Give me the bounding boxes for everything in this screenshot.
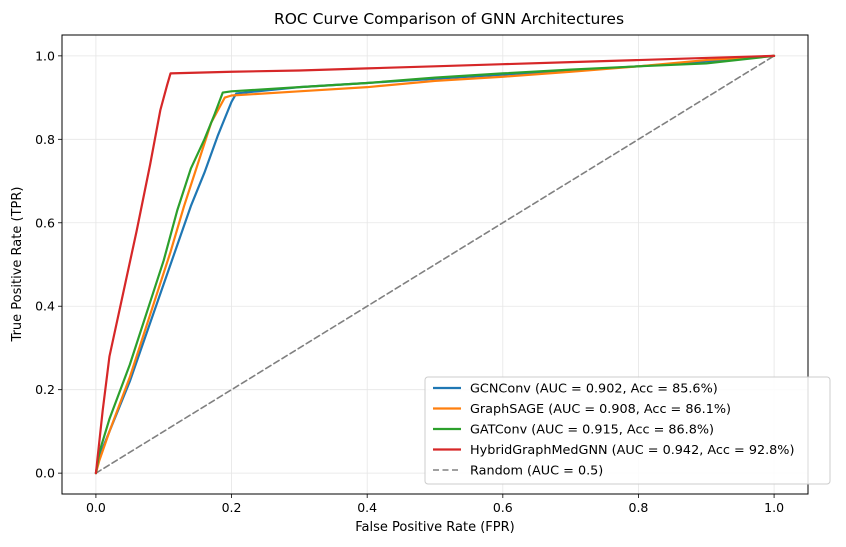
series-lines (94, 54, 776, 475)
y-tick-label: 0.2 (35, 382, 55, 397)
x-tick-label: 0.8 (629, 500, 649, 515)
y-tick-label: 0.8 (35, 132, 55, 147)
legend-box (424, 376, 831, 485)
series-line-2 (94, 54, 776, 475)
axis-ticks: 0.0 0.2 0.4 0.6 0.8 1.0 0.0 0.2 0.4 0.6 0.8 1.0 (35, 48, 784, 515)
x-tick-label: 0.0 (86, 500, 106, 515)
x-tick-label: 0.6 (493, 500, 513, 515)
y-axis-label: True Positive Rate (TPR) (10, 187, 25, 343)
legend: GCNConv (AUC = 0.902, Acc = 85.6%) GraphS… (424, 376, 831, 485)
legend-label: GATConv (AUC = 0.915, Acc = 86.8%) (470, 423, 714, 438)
x-tick-label: 0.2 (222, 500, 242, 515)
y-tick-label: 0.0 (35, 466, 55, 481)
legend-label: Random (AUC = 0.5) (470, 464, 603, 479)
legend-label: GCNConv (AUC = 0.902, Acc = 85.6%) (470, 382, 718, 397)
x-tick-label: 1.0 (764, 500, 784, 515)
y-tick-label: 1.0 (35, 48, 55, 63)
series-line-3 (94, 54, 776, 475)
series-line-1 (94, 54, 776, 475)
plot-frame (61, 34, 809, 495)
y-tick-label: 0.4 (35, 299, 55, 314)
y-tick-label: 0.6 (35, 215, 55, 230)
legend-label: HybridGraphMedGNN (AUC = 0.942, Acc = 92… (470, 443, 794, 458)
chart-title: ROC Curve Comparison of GNN Architecture… (274, 10, 624, 28)
x-axis-label: False Positive Rate (FPR) (355, 520, 514, 535)
legend-label: GraphSAGE (AUC = 0.908, Acc = 86.1%) (470, 402, 731, 417)
series-line-4 (95, 55, 775, 474)
x-tick-label: 0.4 (357, 500, 377, 515)
